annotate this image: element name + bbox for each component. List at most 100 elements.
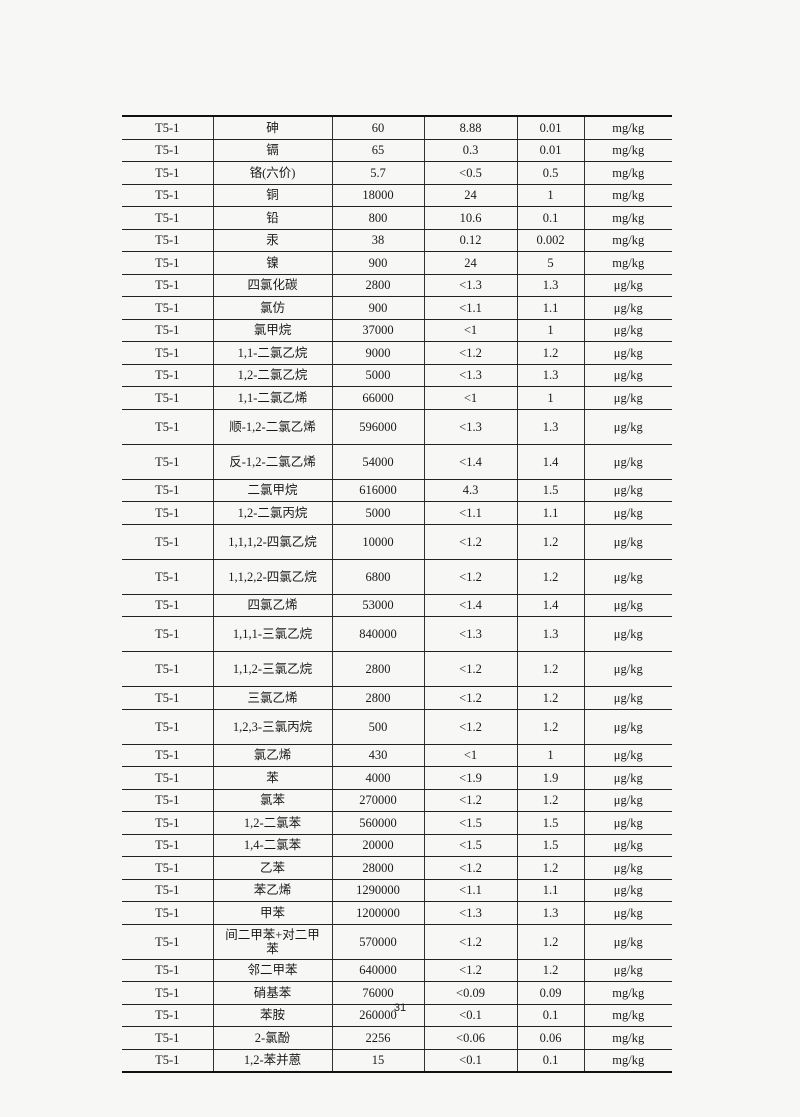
sample-id-cell: T5-1 — [122, 708, 213, 745]
unit-cell: μg/kg — [583, 811, 672, 835]
result-cell: <1.5 — [423, 833, 517, 857]
sample-id-cell: T5-1 — [122, 558, 213, 595]
sample-id-cell: T5-1 — [122, 651, 213, 687]
result-cell: <1.3 — [423, 363, 517, 387]
detection-limit-cell: 1.1 — [516, 878, 584, 902]
sample-id-cell: T5-1 — [122, 766, 213, 790]
unit-cell: mg/kg — [583, 161, 672, 185]
result-cell: <0.5 — [423, 161, 517, 185]
unit-cell: μg/kg — [583, 923, 672, 960]
unit-cell: μg/kg — [583, 651, 672, 687]
unit-cell: mg/kg — [583, 138, 672, 162]
result-cell: <1 — [423, 318, 517, 342]
analyte-cell: 硝基苯 — [212, 981, 332, 1005]
detection-limit-cell: 1.2 — [516, 856, 584, 880]
result-cell: <1.2 — [423, 958, 517, 982]
detection-limit-cell: 1.2 — [516, 523, 584, 560]
screening-value-cell: 800 — [331, 206, 424, 230]
screening-value-cell: 430 — [331, 743, 424, 767]
screening-value-cell: 38 — [331, 228, 424, 252]
results-table: T5-1 砷 60 8.88 0.01 mg/kg T5-1 镉 65 0.3 0.01 mg/kg T… — [122, 115, 672, 1073]
sample-id-cell: T5-1 — [122, 273, 213, 297]
table-row: T5-1 四氯乙烯 53000 <1.4 1.4 μg/kg — [122, 593, 672, 617]
analyte-cell: 反-1,2-二氯乙烯 — [212, 443, 332, 480]
result-cell: 10.6 — [423, 206, 517, 230]
detection-limit-cell: 0.06 — [516, 1026, 584, 1050]
screening-value-cell: 20000 — [331, 833, 424, 857]
table-row: T5-1 四氯化碳 2800 <1.3 1.3 μg/kg — [122, 273, 672, 297]
analyte-cell: 甲苯 — [212, 901, 332, 925]
unit-cell: μg/kg — [583, 743, 672, 767]
table-row: T5-1 铜 18000 24 1 mg/kg — [122, 183, 672, 207]
analyte-cell: 1,1,1-三氯乙烷 — [212, 616, 332, 652]
sample-id-cell: T5-1 — [122, 788, 213, 812]
screening-value-cell: 1200000 — [331, 901, 424, 925]
table-row: T5-1 镍 900 24 5 mg/kg — [122, 251, 672, 275]
table-row: T5-1 三氯乙烯 2800 <1.2 1.2 μg/kg — [122, 686, 672, 710]
result-cell: <1.1 — [423, 878, 517, 902]
detection-limit-cell: 0.01 — [516, 115, 584, 140]
unit-cell: μg/kg — [583, 833, 672, 857]
analyte-cell: 1,2-二氯苯 — [212, 811, 332, 835]
result-cell: <1.2 — [423, 686, 517, 710]
unit-cell: μg/kg — [583, 386, 672, 410]
sample-id-cell: T5-1 — [122, 341, 213, 365]
detection-limit-cell: 1.5 — [516, 811, 584, 835]
screening-value-cell: 10000 — [331, 523, 424, 560]
screening-value-cell: 37000 — [331, 318, 424, 342]
sample-id-cell: T5-1 — [122, 206, 213, 230]
table-row: T5-1 1,1,1,2-四氯乙烷 10000 <1.2 1.2 μg/kg — [122, 523, 672, 560]
unit-cell: μg/kg — [583, 408, 672, 445]
table-row: T5-1 2-氯酚 2256 <0.06 0.06 mg/kg — [122, 1026, 672, 1050]
unit-cell: μg/kg — [583, 501, 672, 525]
result-cell: <0.06 — [423, 1026, 517, 1050]
sample-id-cell: T5-1 — [122, 878, 213, 902]
detection-limit-cell: 1.2 — [516, 651, 584, 687]
screening-value-cell: 76000 — [331, 981, 424, 1005]
analyte-cell: 四氯乙烯 — [212, 593, 332, 617]
sample-id-cell: T5-1 — [122, 1048, 213, 1073]
analyte-cell: 铜 — [212, 183, 332, 207]
table-row: T5-1 乙苯 28000 <1.2 1.2 μg/kg — [122, 856, 672, 880]
screening-value-cell: 4000 — [331, 766, 424, 790]
analyte-cell: 铬(六价) — [212, 161, 332, 185]
analyte-cell: 氯乙烯 — [212, 743, 332, 767]
table-row: T5-1 氯乙烯 430 <1 1 μg/kg — [122, 743, 672, 767]
unit-cell: μg/kg — [583, 363, 672, 387]
screening-value-cell: 5.7 — [331, 161, 424, 185]
detection-limit-cell: 0.01 — [516, 138, 584, 162]
result-cell: 0.3 — [423, 138, 517, 162]
table-row: T5-1 苯胺 260000 <0.1 0.1 mg/kg — [122, 1003, 672, 1027]
analyte-cell: 乙苯 — [212, 856, 332, 880]
sample-id-cell: T5-1 — [122, 138, 213, 162]
analyte-cell: 1,2-二氯乙烷 — [212, 363, 332, 387]
screening-value-cell: 1290000 — [331, 878, 424, 902]
unit-cell: mg/kg — [583, 115, 672, 140]
table-row: T5-1 氯甲烷 37000 <1 1 μg/kg — [122, 318, 672, 342]
screening-value-cell: 270000 — [331, 788, 424, 812]
result-cell: <1.3 — [423, 901, 517, 925]
screening-value-cell: 53000 — [331, 593, 424, 617]
detection-limit-cell: 1.9 — [516, 766, 584, 790]
analyte-cell: 1,1,1,2-四氯乙烷 — [212, 523, 332, 560]
detection-limit-cell: 1 — [516, 386, 584, 410]
analyte-cell: 二氯甲烷 — [212, 478, 332, 502]
sample-id-cell: T5-1 — [122, 478, 213, 502]
result-cell: <1.3 — [423, 408, 517, 445]
unit-cell: mg/kg — [583, 251, 672, 275]
result-cell: <1.2 — [423, 923, 517, 960]
detection-limit-cell: 1.3 — [516, 273, 584, 297]
detection-limit-cell: 0.1 — [516, 1048, 584, 1073]
sample-id-cell: T5-1 — [122, 523, 213, 560]
table-row: T5-1 氯仿 900 <1.1 1.1 μg/kg — [122, 296, 672, 320]
sample-id-cell: T5-1 — [122, 318, 213, 342]
detection-limit-cell: 1.5 — [516, 478, 584, 502]
detection-limit-cell: 1.2 — [516, 686, 584, 710]
analyte-cell: 1,1-二氯乙烷 — [212, 341, 332, 365]
screening-value-cell: 500 — [331, 708, 424, 745]
table-row: T5-1 1,1,2-三氯乙烷 2800 <1.2 1.2 μg/kg — [122, 651, 672, 687]
screening-value-cell: 570000 — [331, 923, 424, 960]
table-row: T5-1 反-1,2-二氯乙烯 54000 <1.4 1.4 μg/kg — [122, 443, 672, 480]
result-cell: 0.12 — [423, 228, 517, 252]
screening-value-cell: 5000 — [331, 501, 424, 525]
